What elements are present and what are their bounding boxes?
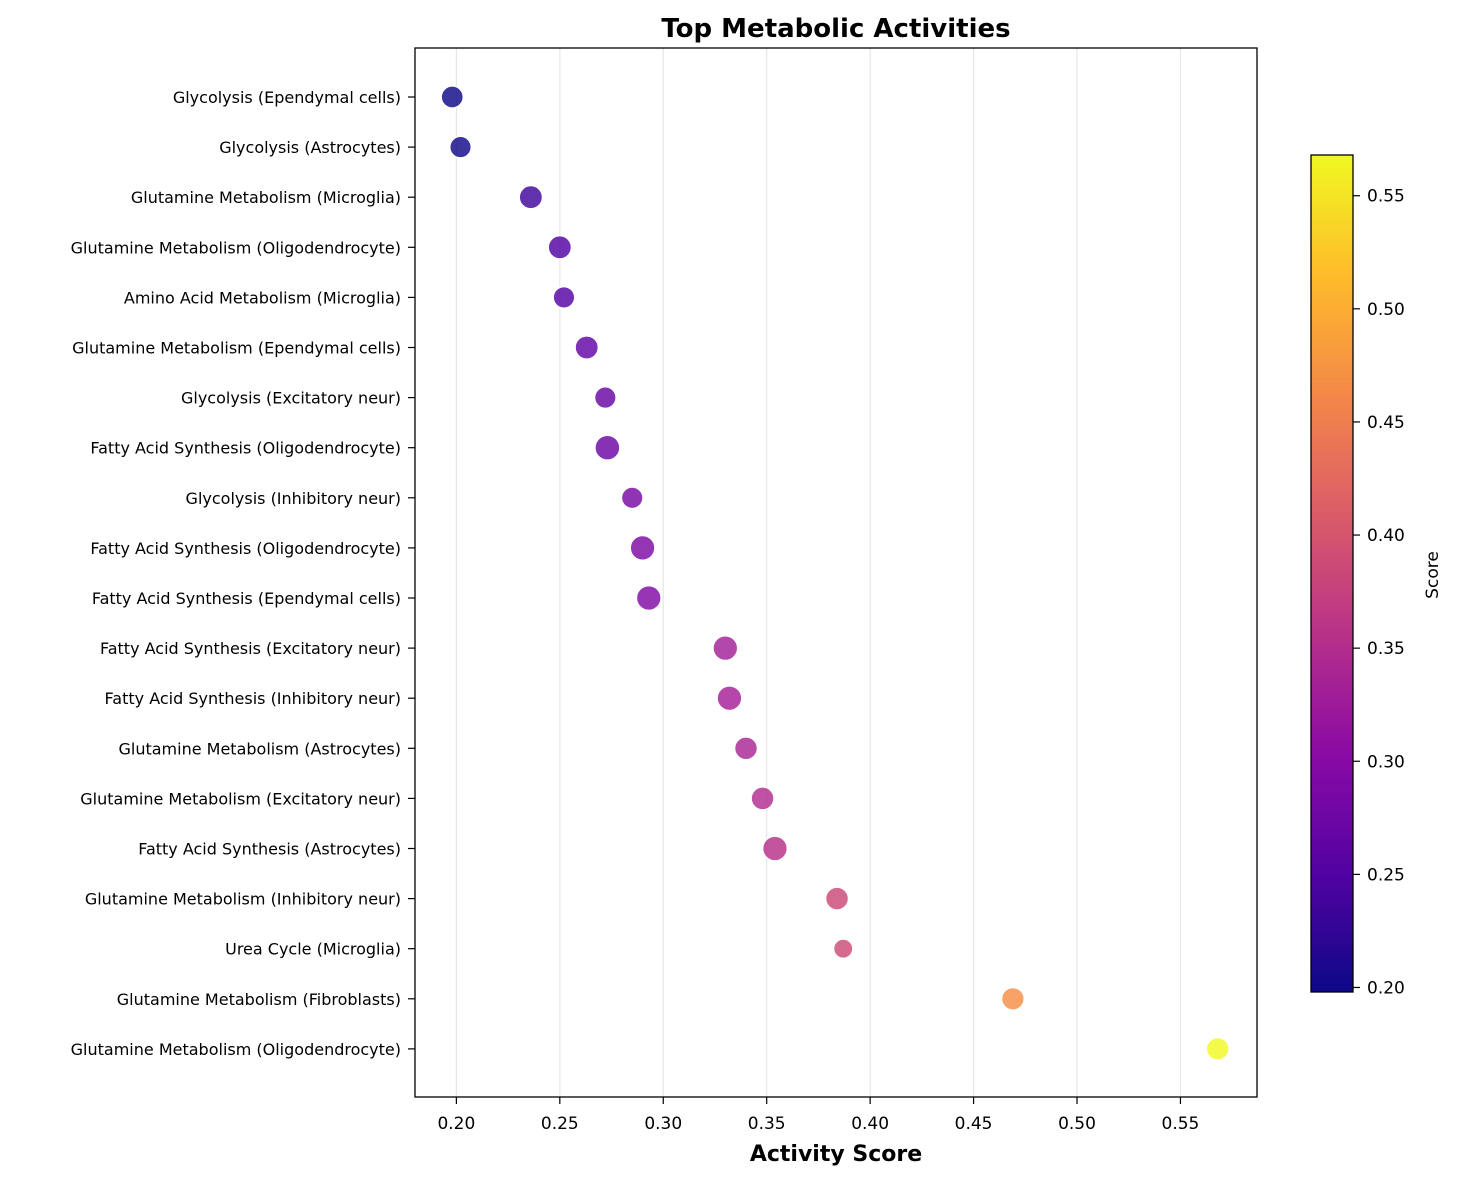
x-tick-label: 0.45: [955, 1114, 993, 1134]
colorbar-ticks: 0.20 0.25 0.30 0.35 0.40 0.45 0.50 0.55: [1353, 187, 1405, 998]
y-tick-label: Amino Acid Metabolism (Microglia): [124, 288, 401, 307]
y-tick-label: Fatty Acid Synthesis (Ependymal cells): [92, 589, 401, 608]
x-tick-label: 0.25: [541, 1114, 579, 1134]
y-tick-label: Glycolysis (Astrocytes): [219, 138, 401, 157]
data-point: [635, 584, 662, 612]
y-tick-label: Urea Cycle (Microglia): [225, 940, 401, 959]
y-tick-label: Glutamine Metabolism (Fibroblasts): [117, 990, 401, 1009]
data-point: [448, 135, 473, 159]
x-axis-label: Activity Score: [750, 1142, 922, 1167]
colorbar-tick-label: 0.35: [1367, 639, 1405, 659]
y-tick-label: Fatty Acid Synthesis (Inhibitory neur): [105, 689, 401, 708]
y-axis-ticks: Glycolysis (Ependymal cells) Glycolysis (…: [71, 88, 415, 1059]
colorbar-tick-label: 0.45: [1367, 413, 1405, 433]
data-point: [518, 184, 544, 210]
data-point: [761, 835, 789, 862]
x-tick-label: 0.50: [1058, 1114, 1096, 1134]
x-axis-ticks: 0.20 0.25 0.30 0.35 0.40 0.45 0.50 0.55: [437, 1097, 1199, 1134]
plot-area: [415, 48, 1257, 1097]
colorbar-tick-label: 0.40: [1367, 526, 1405, 546]
y-tick-label: Glycolysis (Excitatory neur): [181, 389, 401, 408]
data-point: [716, 685, 743, 712]
colorbar-tick-label: 0.50: [1367, 300, 1405, 320]
data-point: [594, 434, 621, 461]
data-point: [750, 786, 775, 811]
colorbar-tick-label: 0.55: [1367, 187, 1405, 207]
y-tick-label: Fatty Acid Synthesis (Astrocytes): [138, 840, 401, 859]
x-tick-label: 0.20: [437, 1114, 475, 1134]
data-point: [832, 938, 854, 960]
y-tick-label: Glutamine Metabolism (Excitatory neur): [80, 789, 401, 808]
colorbar-tick-label: 0.30: [1367, 752, 1405, 772]
colorbar-tick-label: 0.25: [1367, 865, 1405, 885]
y-tick-label: Fatty Acid Synthesis (Excitatory neur): [100, 639, 401, 658]
colorbar: [1310, 154, 1354, 993]
y-tick-label: Glutamine Metabolism (Microglia): [131, 188, 401, 207]
data-point: [1205, 1036, 1230, 1062]
plot-frame: [414, 47, 1258, 1098]
data-point: [552, 285, 576, 309]
y-tick-label: Glutamine Metabolism (Oligodendrocyte): [71, 238, 401, 257]
colorbar-tick-label: 0.20: [1367, 978, 1405, 998]
data-point: [733, 736, 759, 761]
x-tick-label: 0.40: [851, 1114, 889, 1134]
data-point: [593, 386, 617, 410]
y-tick-label: Fatty Acid Synthesis (Oligodendrocyte): [90, 439, 401, 458]
x-tick-label: 0.55: [1162, 1114, 1200, 1134]
y-tick-label: Glutamine Metabolism (Oligodendrocyte): [71, 1040, 401, 1059]
y-tick-label: Glutamine Metabolism (Ependymal cells): [72, 339, 401, 358]
data-point: [440, 85, 465, 109]
y-tick-label: Glutamine Metabolism (Inhibitory neur): [85, 890, 401, 909]
data-point: [547, 234, 573, 260]
data-point: [629, 534, 656, 562]
y-tick-label: Glycolysis (Inhibitory neur): [186, 489, 401, 508]
y-tick-label: Fatty Acid Synthesis (Oligodendrocyte): [90, 539, 401, 558]
x-tick-label: 0.35: [748, 1114, 786, 1134]
data-point: [620, 486, 644, 510]
data-point: [574, 335, 600, 360]
data-point: [712, 634, 739, 662]
data-point: [824, 886, 850, 911]
y-tick-label: Glycolysis (Ependymal cells): [173, 88, 401, 107]
y-tick-label: Glutamine Metabolism (Astrocytes): [118, 739, 401, 758]
data-points: [440, 85, 1230, 1062]
data-point: [1000, 986, 1025, 1011]
chart-title: Top Metabolic Activities: [661, 14, 1010, 44]
x-tick-label: 0.30: [644, 1114, 682, 1134]
grid-lines: [455, 48, 1182, 1097]
colorbar-label: Score: [1423, 551, 1443, 599]
